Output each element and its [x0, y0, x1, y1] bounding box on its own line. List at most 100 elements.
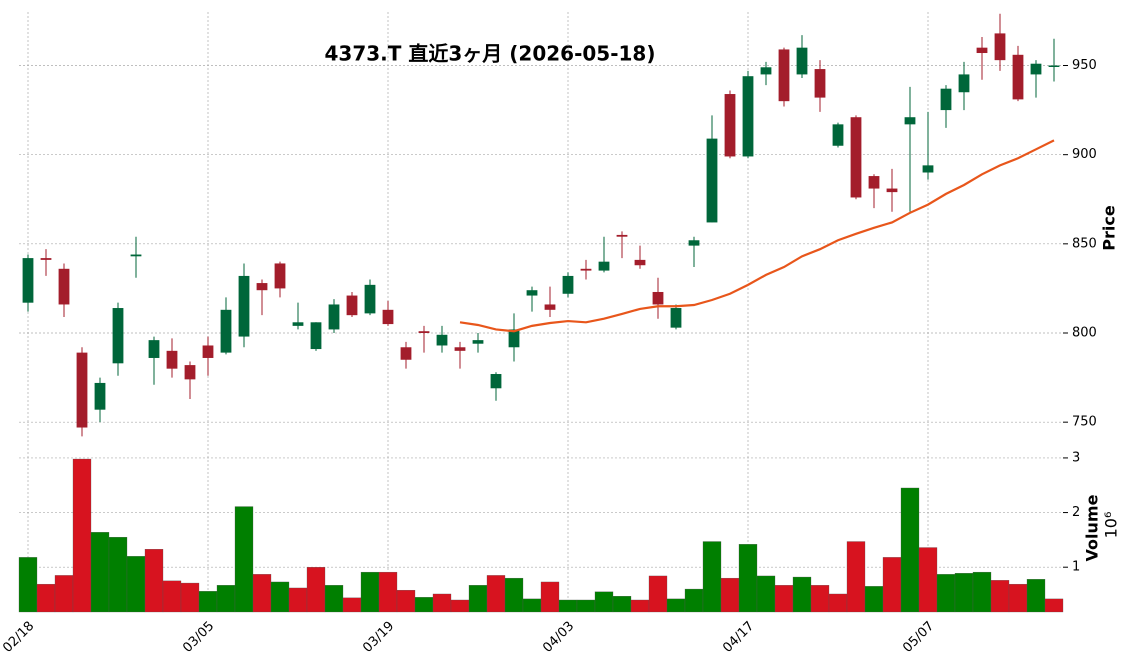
- candle-body: [940, 88, 952, 111]
- volume-bar: [540, 581, 560, 613]
- candle-body: [472, 340, 484, 344]
- moving-average-line: [459, 139, 1055, 333]
- volume-bar: [864, 586, 884, 613]
- candle-body: [868, 176, 880, 189]
- volume-bar: [504, 577, 524, 613]
- candle-body: [976, 47, 988, 54]
- candle-body: [670, 308, 682, 328]
- y-tick-label: 3: [1072, 450, 1080, 465]
- candle-body: [112, 308, 124, 364]
- volume-bar: [18, 557, 38, 613]
- candle-body: [796, 47, 808, 75]
- y-tick-label: 1: [1072, 560, 1080, 575]
- y-tick-label: 850: [1072, 236, 1097, 251]
- y-tick-label: 900: [1072, 147, 1097, 162]
- y-tick-label: 800: [1072, 326, 1097, 341]
- candle-body: [1012, 54, 1024, 100]
- volume-bar: [990, 580, 1010, 613]
- volume-bar: [180, 582, 200, 613]
- volume-bar: [432, 593, 452, 613]
- candle-body: [904, 117, 916, 125]
- volume-bar: [900, 487, 920, 613]
- y-tick-label: 750: [1072, 415, 1097, 430]
- volume-bar: [846, 541, 866, 613]
- volume-bar: [72, 458, 92, 613]
- volume-bar: [828, 593, 848, 613]
- candle-body: [1048, 65, 1060, 67]
- candle-body: [454, 347, 466, 351]
- volume-bar: [720, 577, 740, 613]
- volume-bar: [198, 591, 218, 613]
- volume-bar: [126, 556, 146, 613]
- candle-body: [652, 291, 664, 305]
- candle-body: [22, 258, 34, 303]
- axis-offset-label: 10⁶: [1102, 512, 1121, 539]
- candle-body: [58, 268, 70, 305]
- candle-body: [760, 67, 772, 75]
- candle-body: [580, 268, 592, 271]
- volume-bar: [1008, 583, 1028, 613]
- candle-body: [292, 322, 304, 326]
- x-tick-label: 04/17: [720, 619, 757, 656]
- candle-body: [436, 334, 448, 346]
- candle-body: [130, 254, 142, 257]
- candle-body: [310, 322, 322, 350]
- volume-bar: [792, 576, 812, 613]
- candle-body: [508, 329, 520, 348]
- x-tick-label: 04/03: [540, 619, 577, 656]
- candle-body: [886, 188, 898, 193]
- volume-bar: [216, 585, 236, 613]
- candle-body: [814, 69, 826, 98]
- volume-bar: [270, 581, 290, 613]
- y-tick-label: 2: [1072, 505, 1080, 520]
- volume-bar: [234, 506, 254, 613]
- volume-bar: [954, 573, 974, 613]
- volume-bar: [378, 571, 398, 613]
- candle-body: [994, 33, 1006, 61]
- candle-body: [706, 138, 718, 223]
- volume-bar: [648, 575, 668, 613]
- volume-bar: [450, 599, 470, 613]
- candle-body: [922, 165, 934, 173]
- candle-body: [382, 309, 394, 325]
- candle-body: [616, 234, 628, 237]
- candle-body: [40, 258, 52, 260]
- volume-bar: [306, 567, 326, 613]
- volume-bar: [54, 575, 74, 613]
- candle-body: [778, 49, 790, 102]
- volume-bar: [468, 585, 488, 613]
- volume-bar: [288, 587, 308, 613]
- candle-body: [850, 117, 862, 198]
- candle-body: [364, 284, 376, 314]
- volume-bar: [882, 557, 902, 613]
- candle-body: [1030, 63, 1042, 75]
- candle-body: [958, 74, 970, 93]
- volume-bar: [666, 598, 686, 613]
- candle-body: [634, 259, 646, 266]
- volume-bar: [630, 599, 650, 613]
- candle-body: [562, 275, 574, 294]
- x-tick-label: 03/19: [360, 619, 397, 656]
- volume-bar: [90, 532, 110, 613]
- volume-bar: [108, 536, 128, 613]
- candle-body: [832, 124, 844, 146]
- candle-body: [256, 283, 268, 291]
- volume-bar: [594, 591, 614, 613]
- volume-bar: [1044, 598, 1064, 613]
- candle-body: [94, 382, 106, 410]
- x-tick-label: 05/07: [900, 619, 937, 656]
- volume-bar: [360, 571, 380, 613]
- candle-body: [274, 263, 286, 289]
- volume-bar: [756, 575, 776, 613]
- chart-title: 4373.T 直近3ヶ月 (2026-05-18): [325, 42, 656, 66]
- x-tick-label: 02/18: [0, 619, 37, 656]
- candle-body: [526, 290, 538, 296]
- candle-body: [220, 309, 232, 353]
- volume-bar: [252, 574, 272, 613]
- volume-bar: [576, 599, 596, 613]
- volume-bar: [36, 583, 56, 613]
- volume-bar: [738, 544, 758, 613]
- volume-bar: [1026, 579, 1046, 613]
- volume-bar: [324, 585, 344, 613]
